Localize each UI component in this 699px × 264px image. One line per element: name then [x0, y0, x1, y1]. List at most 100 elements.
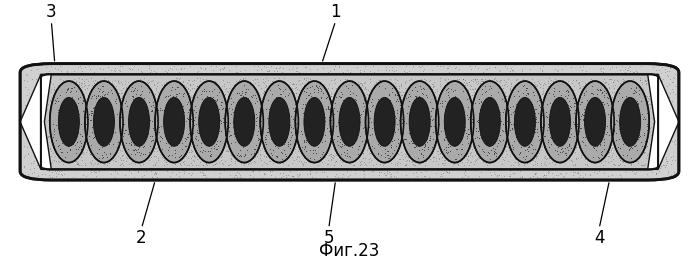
Point: [431, 155, 442, 160]
Point: [111, 116, 122, 120]
Point: [34, 108, 45, 112]
Point: [170, 88, 181, 92]
Point: [97, 95, 108, 99]
Point: [596, 100, 607, 104]
Point: [488, 149, 499, 153]
Point: [595, 87, 606, 92]
Point: [214, 175, 225, 179]
Point: [305, 103, 317, 107]
Point: [507, 95, 518, 100]
Point: [66, 108, 77, 112]
Point: [499, 103, 510, 108]
Point: [279, 146, 290, 150]
Point: [540, 157, 551, 161]
Point: [89, 88, 100, 92]
Point: [168, 94, 180, 98]
Point: [236, 103, 247, 108]
Point: [370, 153, 381, 157]
Point: [65, 121, 76, 125]
Point: [410, 79, 421, 83]
Point: [102, 156, 113, 160]
Point: [73, 122, 84, 126]
Point: [510, 129, 521, 134]
Point: [138, 151, 149, 155]
Point: [135, 125, 146, 129]
Point: [438, 82, 449, 86]
Point: [520, 85, 531, 89]
Point: [287, 67, 298, 71]
Point: [149, 116, 160, 120]
Point: [347, 121, 359, 125]
Point: [135, 128, 146, 132]
Point: [412, 150, 424, 154]
Point: [427, 85, 438, 89]
Point: [75, 147, 87, 152]
Point: [607, 79, 618, 84]
Point: [289, 111, 300, 115]
Point: [210, 161, 222, 165]
Point: [418, 77, 429, 81]
Point: [342, 106, 353, 110]
Point: [287, 154, 298, 159]
Point: [52, 94, 63, 98]
Point: [312, 107, 324, 111]
Point: [89, 112, 101, 116]
Point: [128, 94, 139, 98]
Point: [422, 132, 433, 136]
Point: [55, 100, 66, 105]
Point: [250, 133, 261, 137]
Point: [567, 78, 578, 82]
Point: [412, 109, 423, 113]
Point: [102, 123, 113, 128]
Point: [233, 150, 245, 155]
Point: [85, 147, 96, 151]
Point: [537, 120, 548, 124]
Point: [589, 138, 600, 142]
Point: [82, 83, 94, 87]
Point: [356, 139, 368, 143]
Point: [568, 120, 579, 124]
Point: [638, 131, 649, 135]
Point: [108, 93, 119, 97]
Point: [579, 123, 591, 127]
Point: [197, 88, 208, 93]
Point: [273, 87, 284, 91]
Point: [187, 144, 199, 148]
Point: [576, 84, 587, 88]
Point: [217, 131, 229, 136]
Point: [416, 110, 427, 114]
Point: [122, 139, 134, 143]
Point: [313, 152, 324, 156]
Point: [264, 110, 275, 114]
Point: [610, 128, 621, 133]
Point: [484, 157, 496, 161]
Point: [210, 158, 222, 162]
Point: [653, 103, 664, 107]
Point: [441, 150, 452, 155]
Point: [182, 117, 194, 121]
Point: [289, 139, 301, 143]
Point: [338, 121, 350, 125]
Point: [453, 110, 464, 114]
Point: [331, 122, 342, 126]
Point: [140, 152, 151, 157]
Point: [180, 130, 191, 135]
Point: [252, 80, 264, 84]
Point: [269, 99, 280, 103]
Point: [527, 133, 538, 138]
Point: [593, 101, 605, 106]
Point: [447, 89, 459, 93]
Point: [118, 84, 129, 88]
Point: [644, 89, 656, 93]
Point: [178, 149, 189, 153]
Point: [397, 82, 408, 86]
Point: [448, 149, 459, 154]
Point: [456, 144, 467, 149]
Point: [289, 86, 301, 90]
Point: [665, 111, 676, 115]
Point: [435, 149, 446, 153]
Point: [227, 150, 238, 155]
Point: [482, 110, 493, 114]
Point: [635, 154, 646, 159]
Point: [262, 78, 273, 82]
